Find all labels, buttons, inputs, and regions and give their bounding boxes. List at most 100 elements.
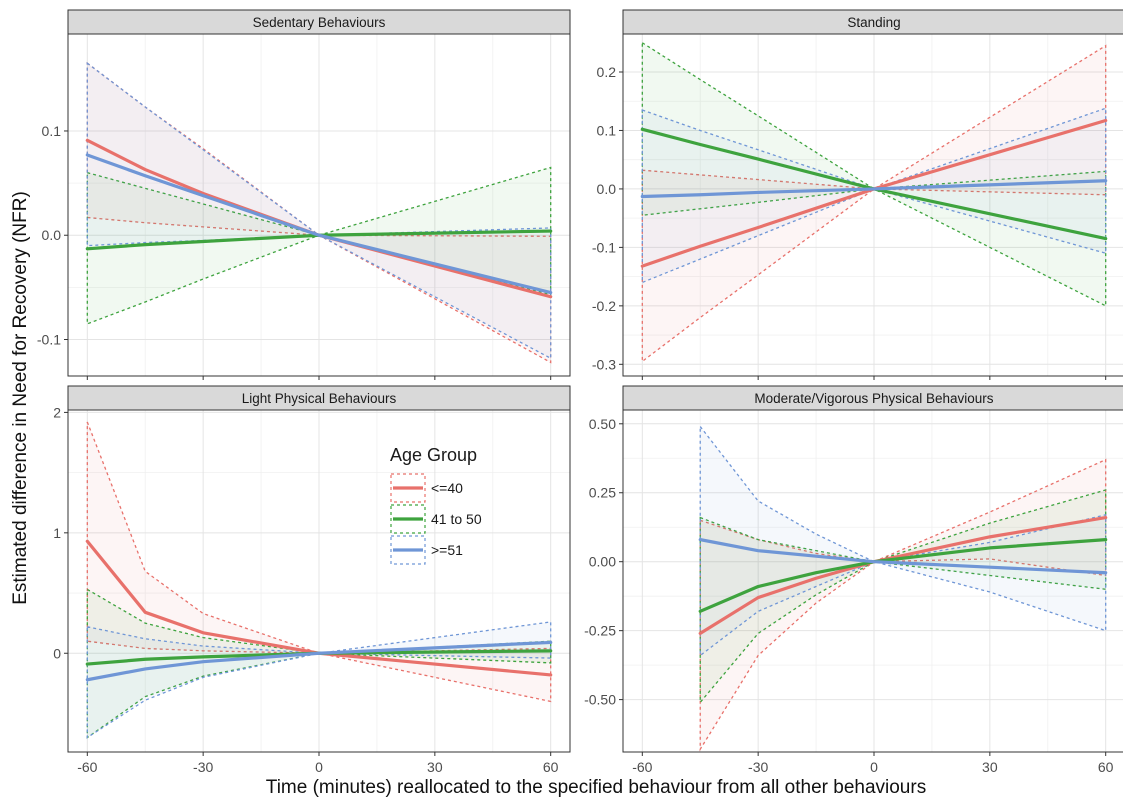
data-point (1105, 238, 1107, 240)
data-point (550, 230, 552, 232)
x-tick-label: 0 (870, 759, 878, 775)
data-point (699, 632, 701, 634)
x-tick-label: 60 (1098, 759, 1114, 775)
data-point (144, 611, 146, 613)
ci-band-<=40 (641, 44, 1107, 363)
facet-strip (67, 385, 571, 411)
data-point (1105, 517, 1107, 519)
y-tick-label: -0.50 (584, 692, 616, 708)
data-point (550, 641, 552, 643)
data-point (757, 586, 759, 588)
data-point (1105, 120, 1107, 122)
data-point (202, 240, 204, 242)
data-point (86, 663, 88, 665)
series-line-<=40 (698, 515, 1108, 636)
data-point (318, 652, 320, 654)
data-point (1105, 572, 1107, 574)
data-point (202, 195, 204, 197)
ci-band->=51 (641, 107, 1107, 284)
y-tick-label: 0.1 (42, 123, 62, 139)
data-point (144, 658, 146, 660)
data-point (550, 296, 552, 298)
facet-title: Sedentary Behaviours (253, 15, 386, 30)
data-point (144, 169, 146, 171)
y-tick-label: -0.1 (37, 332, 61, 348)
facet-panel-3: Light Physical Behaviours 0 1 2 -60 -30 0 30 60 (53, 385, 571, 775)
data-point (815, 555, 817, 557)
data-point (86, 154, 88, 156)
data-point (202, 661, 204, 663)
facet-title: Standing (847, 15, 900, 30)
data-point (815, 572, 817, 574)
legend-title: Age Group (390, 445, 477, 465)
data-point (144, 668, 146, 670)
data-point (641, 265, 643, 267)
y-tick-label: -0.2 (592, 298, 616, 314)
facet-panel-1: Sedentary Behaviours -0.1 0.0 0.1 (37, 9, 571, 380)
series-line-41 to 50 (698, 538, 1108, 613)
x-tick-label: -30 (748, 759, 768, 775)
data-point (989, 547, 991, 549)
data-point (1105, 180, 1107, 182)
ci-band-41 to 50 (641, 41, 1107, 307)
x-tick-label: -60 (632, 759, 652, 775)
legend-entry-label: 41 to 50 (431, 511, 482, 527)
ci-band-41 to 50 (699, 489, 1107, 705)
x-tick-label: 30 (982, 759, 998, 775)
data-point (202, 632, 204, 634)
legend-entry-label: >=51 (431, 542, 463, 558)
x-tick-label: -30 (193, 759, 213, 775)
y-tick-label: -0.3 (592, 356, 616, 372)
data-point (873, 561, 875, 563)
y-tick-label: 0.2 (597, 64, 617, 80)
facet-title: Light Physical Behaviours (242, 391, 397, 406)
y-tick-label: 0.1 (597, 122, 617, 138)
y-tick-label: -0.1 (592, 239, 616, 255)
facet-title: Moderate/Vigorous Physical Behaviours (754, 391, 993, 406)
data-point (699, 143, 701, 145)
data-point (757, 227, 759, 229)
x-tick-label: 30 (427, 759, 443, 775)
y-tick-label: 0.00 (589, 554, 616, 570)
data-point (86, 679, 88, 681)
data-point (144, 175, 146, 177)
x-tick-label: -60 (77, 759, 97, 775)
data-point (202, 656, 204, 658)
x-axis-title: Time (minutes) reallocated to the specif… (266, 777, 926, 798)
x-tick-label: 60 (543, 759, 559, 775)
data-point (641, 196, 643, 198)
data-point (757, 550, 759, 552)
legend: Age Group <=40 41 to 50 >=51 (390, 445, 482, 565)
legend-entry-label: <=40 (431, 480, 463, 496)
facet-strip (67, 9, 571, 35)
y-tick-label: 0.50 (589, 416, 616, 432)
data-point (318, 234, 320, 236)
data-point (757, 191, 759, 193)
data-point (873, 188, 875, 190)
data-point (86, 540, 88, 542)
data-point (989, 566, 991, 568)
facet-panel-2: Standing -0.3 -0.2 -0.1 0.0 0.1 0.2 (592, 9, 1123, 380)
data-point (144, 244, 146, 246)
data-point (641, 128, 643, 130)
y-axis-title: Estimated difference in Need for Recover… (10, 191, 31, 605)
y-tick-label: 0 (53, 645, 61, 661)
y-tick-label: 0.0 (42, 227, 62, 243)
data-point (699, 610, 701, 612)
data-point (86, 139, 88, 141)
y-tick-label: 2 (53, 404, 61, 420)
data-point (86, 248, 88, 250)
ci-band->=51 (699, 424, 1107, 657)
plot-area (623, 34, 1123, 376)
y-tick-label: 0.25 (589, 485, 616, 501)
data-point (550, 674, 552, 676)
data-point (202, 193, 204, 195)
y-tick-label: 1 (53, 525, 61, 541)
series-line->=51 (698, 538, 1108, 575)
y-tick-label: -0.25 (584, 623, 616, 639)
data-point (699, 539, 701, 541)
data-point (550, 650, 552, 652)
data-point (699, 194, 701, 196)
ci-band->=51 (86, 61, 552, 360)
